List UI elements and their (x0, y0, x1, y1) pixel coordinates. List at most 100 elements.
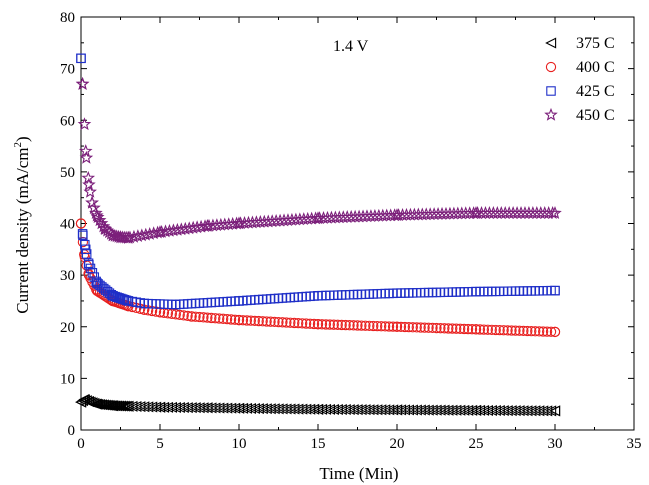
data-point (174, 309, 185, 321)
data-point (253, 315, 264, 327)
legend-marker (545, 61, 557, 73)
data-point (486, 324, 497, 335)
data-point (526, 325, 537, 337)
data-point (77, 229, 88, 239)
y-axis-label-close: ) (13, 136, 32, 142)
data-point (75, 218, 87, 229)
data-point (550, 285, 560, 296)
data-point (281, 317, 292, 328)
data-point (190, 311, 201, 322)
data-point (336, 319, 347, 331)
data-point (221, 313, 233, 325)
data-point (269, 316, 280, 328)
y-tick-label: 80 (60, 10, 75, 26)
data-point (482, 324, 493, 335)
y-axis-label-main: Current density (mA/cm (13, 147, 32, 313)
x-tick-label: 35 (627, 436, 642, 452)
data-point (506, 325, 517, 336)
data-point (123, 296, 134, 306)
legend-label: 375 C (576, 35, 615, 52)
data-point (218, 313, 229, 324)
data-point (83, 396, 95, 408)
data-point (415, 322, 426, 333)
x-tick-label: 20 (390, 436, 405, 452)
x-tick-label: 25 (469, 436, 484, 452)
data-point (249, 315, 260, 327)
data-point (466, 324, 478, 335)
series-3 (76, 53, 560, 310)
data-point (233, 402, 245, 414)
data-point (277, 317, 288, 328)
x-tick-label: 30 (548, 436, 563, 452)
data-point (82, 177, 96, 191)
x-tick-label: 10 (232, 436, 247, 452)
data-point (201, 402, 213, 414)
data-point (90, 208, 104, 222)
voltage-annotation: 1.4 V (333, 38, 369, 55)
data-point (443, 323, 454, 334)
plot-frame (80, 16, 635, 431)
data-point (320, 319, 332, 330)
data-point (105, 228, 120, 242)
data-point (372, 320, 383, 332)
data-point (170, 309, 181, 320)
data-point (403, 321, 414, 333)
y-axis-label-superscript: 2 (12, 142, 24, 148)
data-point (139, 298, 149, 309)
y-tick-label: 60 (60, 113, 75, 129)
data-point (232, 216, 246, 230)
data-point (200, 218, 215, 232)
data-point (541, 326, 553, 337)
data-point (178, 310, 189, 321)
data-point (549, 405, 561, 417)
data-point (241, 315, 253, 326)
data-point (510, 325, 521, 336)
data-point (229, 314, 241, 325)
data-point (313, 291, 323, 301)
data-point (379, 321, 391, 332)
series-1 (75, 394, 561, 417)
data-point (78, 144, 93, 158)
data-point (257, 316, 268, 327)
data-point (300, 318, 312, 329)
data-point (92, 278, 102, 288)
data-point (407, 322, 418, 333)
data-point (469, 206, 483, 219)
data-point (545, 405, 557, 417)
legend: 375 C 400 C 425 C 450 C (544, 35, 615, 124)
data-point (474, 324, 486, 335)
x-tick-label: 15 (311, 436, 326, 452)
data-point (194, 311, 205, 323)
data-point (293, 317, 304, 329)
x-tick-label: 0 (77, 436, 85, 452)
data-point (534, 326, 545, 337)
data-point (514, 325, 525, 336)
data-point (312, 403, 324, 415)
y-tick-label: 20 (60, 320, 75, 336)
data-point (395, 321, 407, 333)
y-tick-label: 40 (60, 217, 75, 233)
data-point (502, 325, 513, 336)
data-point (455, 323, 466, 334)
data-point (186, 311, 197, 322)
data-point (171, 299, 181, 310)
data-point (411, 322, 422, 333)
data-point (94, 216, 109, 230)
data-point (470, 324, 482, 335)
data-point (245, 315, 256, 326)
data-point (368, 320, 379, 332)
data-point (451, 323, 462, 334)
data-point (478, 324, 490, 335)
data-point (210, 313, 221, 324)
data-point (273, 316, 284, 328)
data-point (391, 404, 403, 416)
data-point (83, 269, 95, 281)
data-point (121, 295, 132, 306)
data-point (462, 323, 474, 335)
data-point (265, 316, 276, 327)
legend-marker (545, 37, 557, 49)
data-point (548, 206, 562, 219)
data-point (297, 318, 308, 329)
data-point (383, 321, 395, 332)
